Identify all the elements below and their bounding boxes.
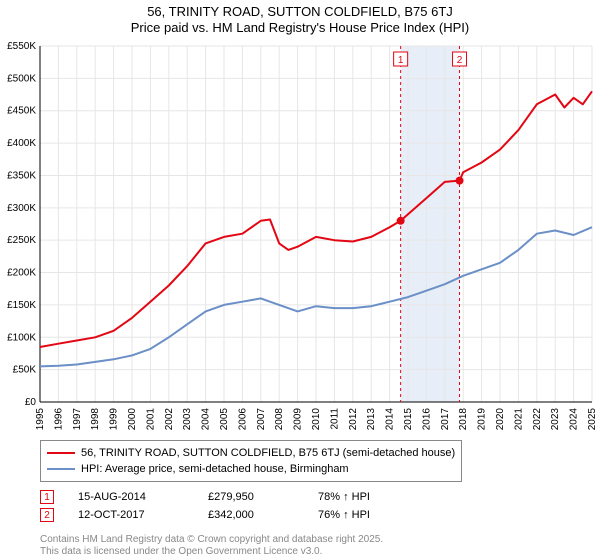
svg-text:2013: 2013 <box>366 408 377 431</box>
svg-text:2014: 2014 <box>385 408 396 431</box>
svg-text:£100K: £100K <box>7 332 36 343</box>
chart-container: 56, TRINITY ROAD, SUTTON COLDFIELD, B75 … <box>0 0 600 560</box>
svg-text:£450K: £450K <box>7 106 36 117</box>
svg-text:2000: 2000 <box>127 408 138 431</box>
marker-row-2: 2 12-OCT-2017 £342,000 76% ↑ HPI <box>40 506 596 524</box>
plot-area: £0£50K£100K£150K£200K£250K£300K£350K£400… <box>40 42 596 432</box>
title-line-2: Price paid vs. HM Land Registry's House … <box>0 20 600 35</box>
svg-text:2011: 2011 <box>329 408 340 430</box>
svg-text:2002: 2002 <box>164 408 175 431</box>
chart-title: 56, TRINITY ROAD, SUTTON COLDFIELD, B75 … <box>0 0 600 35</box>
svg-text:2023: 2023 <box>550 408 561 431</box>
svg-text:2005: 2005 <box>219 408 230 431</box>
svg-text:2024: 2024 <box>569 408 580 431</box>
svg-text:1: 1 <box>398 55 404 66</box>
svg-text:1996: 1996 <box>53 408 64 431</box>
legend-row-hpi: HPI: Average price, semi-detached house,… <box>47 461 455 477</box>
svg-text:2021: 2021 <box>513 408 524 431</box>
svg-text:2006: 2006 <box>237 408 248 431</box>
svg-text:£250K: £250K <box>7 235 36 246</box>
svg-text:2019: 2019 <box>477 408 488 431</box>
legend-row-property: 56, TRINITY ROAD, SUTTON COLDFIELD, B75 … <box>47 445 455 461</box>
footer-line-2: This data is licensed under the Open Gov… <box>40 546 383 558</box>
marker-price-1: £279,950 <box>208 491 318 503</box>
footer-attribution: Contains HM Land Registry data © Crown c… <box>40 534 383 558</box>
svg-text:2: 2 <box>457 55 463 66</box>
marker-pct-2: 76% ↑ HPI <box>318 509 370 521</box>
svg-text:2016: 2016 <box>421 408 432 431</box>
svg-text:£0: £0 <box>25 397 37 408</box>
marker-badge-2: 2 <box>40 508 54 522</box>
svg-text:£350K: £350K <box>7 170 36 181</box>
svg-text:2001: 2001 <box>145 408 156 431</box>
legend-label-hpi: HPI: Average price, semi-detached house,… <box>81 461 349 477</box>
svg-text:£150K: £150K <box>7 300 36 311</box>
svg-text:2012: 2012 <box>348 408 359 431</box>
svg-text:2020: 2020 <box>495 408 506 431</box>
marker-date-2: 12-OCT-2017 <box>78 509 208 521</box>
svg-text:2008: 2008 <box>274 408 285 431</box>
legend-swatch-hpi <box>47 468 75 470</box>
footer-line-1: Contains HM Land Registry data © Crown c… <box>40 534 383 546</box>
marker-date-1: 15-AUG-2014 <box>78 491 208 503</box>
legend-area: 56, TRINITY ROAD, SUTTON COLDFIELD, B75 … <box>40 440 596 524</box>
marker-pct-1: 78% ↑ HPI <box>318 491 370 503</box>
svg-text:2003: 2003 <box>182 408 193 431</box>
legend-label-property: 56, TRINITY ROAD, SUTTON COLDFIELD, B75 … <box>81 445 455 461</box>
svg-text:2007: 2007 <box>256 408 267 431</box>
svg-text:2010: 2010 <box>311 408 322 431</box>
svg-text:£500K: £500K <box>7 73 36 84</box>
svg-text:2004: 2004 <box>201 408 212 431</box>
svg-text:1998: 1998 <box>90 408 101 431</box>
marker-price-2: £342,000 <box>208 509 318 521</box>
title-line-1: 56, TRINITY ROAD, SUTTON COLDFIELD, B75 … <box>0 4 600 19</box>
marker-row-1: 1 15-AUG-2014 £279,950 78% ↑ HPI <box>40 488 596 506</box>
svg-text:£550K: £550K <box>7 41 36 52</box>
svg-text:2017: 2017 <box>440 408 451 431</box>
svg-text:£400K: £400K <box>7 138 36 149</box>
svg-text:£50K: £50K <box>13 365 37 376</box>
chart-svg: £0£50K£100K£150K£200K£250K£300K£350K£400… <box>40 42 596 432</box>
svg-text:£200K: £200K <box>7 268 36 279</box>
marker-table: 1 15-AUG-2014 £279,950 78% ↑ HPI 2 12-OC… <box>40 488 596 524</box>
svg-text:2015: 2015 <box>403 408 414 431</box>
svg-text:2009: 2009 <box>293 408 304 431</box>
svg-text:1997: 1997 <box>72 408 83 431</box>
marker-badge-1: 1 <box>40 490 54 504</box>
svg-text:1999: 1999 <box>109 408 120 431</box>
legend-box: 56, TRINITY ROAD, SUTTON COLDFIELD, B75 … <box>40 440 462 482</box>
svg-text:£300K: £300K <box>7 203 36 214</box>
svg-text:2022: 2022 <box>532 408 543 431</box>
svg-text:2018: 2018 <box>458 408 469 431</box>
legend-swatch-property <box>47 452 75 454</box>
svg-text:2025: 2025 <box>587 408 598 431</box>
svg-text:1995: 1995 <box>35 408 46 431</box>
